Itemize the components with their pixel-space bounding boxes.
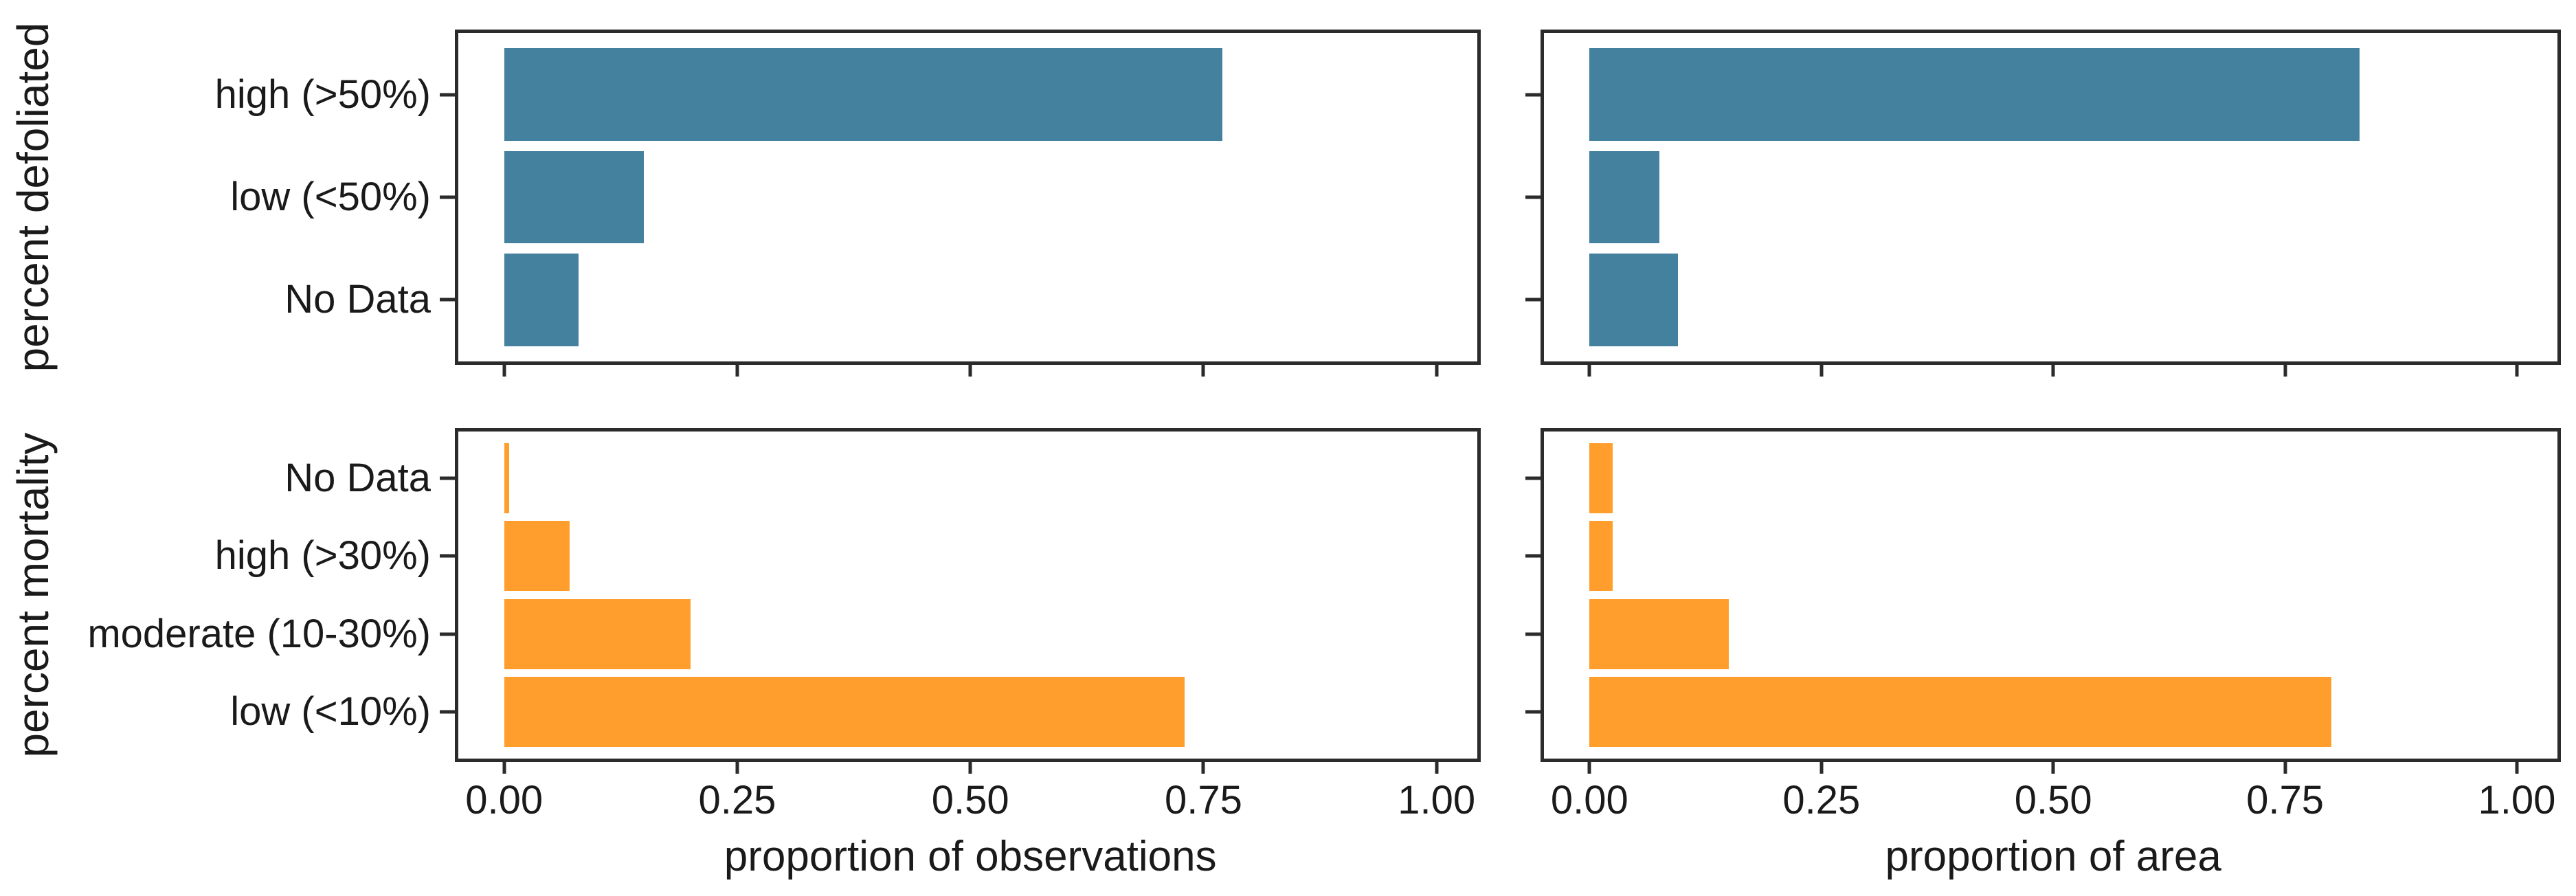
x-tick-label: 0.00 [465,778,544,822]
x-tick-mark [2283,759,2287,774]
y-tick-mark [1525,710,1541,714]
x-tick-mark [968,759,972,774]
x-tick-mark [2283,361,2287,377]
category-label: high (>50%) [214,71,431,117]
category-label: high (>30%) [214,533,431,579]
panel-defoliated-observations: high (>50%) low (<50%) No Data [215,30,1481,377]
x-tick-label: 0.75 [1164,778,1242,822]
y-tick-mark [440,710,455,714]
bar-no-data [504,443,509,513]
x-axis-title: proportion of observations [724,833,1217,880]
y-tick-mark [1525,298,1541,302]
bar-no-data [1589,443,1613,513]
bar-low-50- [504,150,645,244]
y-tick-mark [440,195,455,199]
bar-low-10- [1589,677,2332,747]
x-tick-label: 1.00 [2478,778,2556,822]
x-tick-label: 0.50 [2014,778,2092,822]
category-label: moderate (10-30%) [87,611,431,656]
y-tick-mark [440,554,455,558]
y-tick-mark [1525,554,1541,558]
x-tick-mark [2515,759,2519,774]
panel-mortality-observations: No Data high (>30%) moderate (10-30%) low (… [87,428,1481,878]
bar-low-10- [504,677,1185,747]
y-tick-mark [1525,195,1541,199]
x-tick-mark [2515,361,2519,377]
bar-high-50- [1589,48,2360,141]
x-tick-mark [2051,759,2055,774]
y-tick-mark [440,476,455,480]
x-tick-mark [1201,759,1205,774]
bar-moderate-10-30- [1589,598,1729,669]
x-tick-mark [1819,759,1824,774]
y-tick-mark [440,298,455,302]
y-tick-mark [1525,476,1541,480]
x-tick-mark [1587,361,1591,377]
category-label: No Data [284,277,431,322]
category-label: No Data [284,456,431,500]
x-axis-title: proportion of area [1885,833,2221,880]
x-tick-mark [1435,759,1439,774]
panel-mortality-area: 0.00 0.25 0.50 0.75 1.00 proportion of area [1525,428,2561,878]
bar-high-30- [504,521,570,592]
x-tick-mark [735,759,739,774]
x-tick-mark [735,361,739,377]
x-tick-mark [502,361,506,377]
x-tick-mark [968,361,972,377]
x-tick-mark [2051,361,2055,377]
bar-no-data [1589,254,1678,346]
x-tick-label: 1.00 [1398,778,1476,822]
x-tick-mark [1201,361,1205,377]
x-tick-mark [502,759,506,774]
y-tick-mark [1525,632,1541,636]
panel-defoliated-area [1525,30,2561,377]
x-tick-label: 0.00 [1550,778,1628,822]
bar-high-30- [1589,521,1613,592]
bar-low-50- [1589,150,1659,244]
bar-no-data [504,254,579,346]
y-tick-mark [1525,93,1541,97]
x-tick-mark [1435,361,1439,377]
x-tick-label: 0.50 [931,778,1009,822]
y-tick-mark [440,93,455,97]
category-label: low (<50%) [230,175,431,219]
bar-high-50- [504,48,1222,141]
category-label: low (<10%) [230,689,431,734]
y-tick-mark [440,632,455,636]
bar-moderate-10-30- [504,598,691,669]
y-axis-title-percent-mortality: percent mortality [8,432,58,758]
x-tick-label: 0.25 [1782,778,1861,822]
x-tick-label: 0.75 [2246,778,2325,822]
y-axis-title-percent-defoliated: percent defoliated [8,22,58,372]
x-tick-mark [1587,759,1591,774]
x-tick-label: 0.25 [698,778,776,822]
x-tick-mark [1819,361,1824,377]
